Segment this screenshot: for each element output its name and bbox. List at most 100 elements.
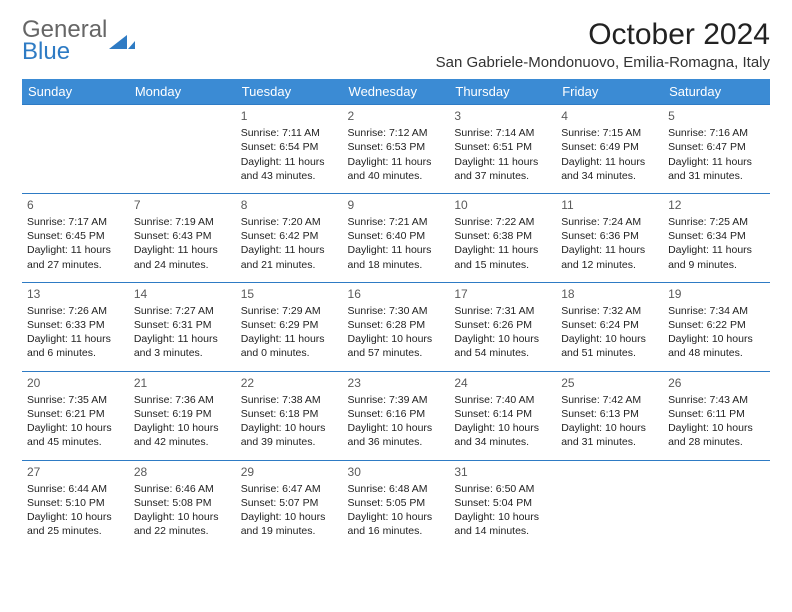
day-info: Sunrise: 7:39 AMSunset: 6:16 PMDaylight:…: [348, 393, 445, 450]
day-number: 2: [348, 108, 445, 124]
day-info: Sunrise: 7:26 AMSunset: 6:33 PMDaylight:…: [27, 304, 124, 361]
day-info: Sunrise: 7:24 AMSunset: 6:36 PMDaylight:…: [561, 215, 658, 272]
weekday-header-row: Sunday Monday Tuesday Wednesday Thursday…: [22, 79, 770, 105]
day-info: Sunrise: 7:12 AMSunset: 6:53 PMDaylight:…: [348, 126, 445, 183]
day-info: Sunrise: 6:44 AMSunset: 5:10 PMDaylight:…: [27, 482, 124, 539]
day-info: Sunrise: 7:31 AMSunset: 6:26 PMDaylight:…: [454, 304, 551, 361]
calendar-day-cell: 29Sunrise: 6:47 AMSunset: 5:07 PMDayligh…: [236, 460, 343, 548]
day-number: 7: [134, 197, 231, 213]
calendar-day-cell: 7 Sunrise: 7:19 AMSunset: 6:43 PMDaylight…: [129, 193, 236, 282]
day-number: 1: [241, 108, 338, 124]
day-number: 3: [454, 108, 551, 124]
calendar-day-cell: 21 Sunrise: 7:36 AMSunset: 6:19 PMDayligh…: [129, 371, 236, 460]
day-info: Sunrise: 7:38 AMSunset: 6:18 PMDaylight:…: [241, 393, 338, 450]
day-info: Sunrise: 7:43 AMSunset: 6:11 PMDaylight:…: [668, 393, 765, 450]
calendar-day-cell: 3 Sunrise: 7:14 AMSunset: 6:51 PMDaylight…: [449, 105, 556, 194]
day-number: 4: [561, 108, 658, 124]
calendar-day-cell: 26 Sunrise: 7:43 AMSunset: 6:11 PMDayligh…: [663, 371, 770, 460]
day-number: 28: [134, 464, 231, 480]
day-number: 16: [348, 286, 445, 302]
day-info: Sunrise: 7:15 AMSunset: 6:49 PMDaylight:…: [561, 126, 658, 183]
logo-flag-icon: [109, 29, 137, 58]
calendar-day-cell: [663, 460, 770, 548]
day-number: 23: [348, 375, 445, 391]
day-info: Sunrise: 7:14 AMSunset: 6:51 PMDaylight:…: [454, 126, 551, 183]
day-number: 14: [134, 286, 231, 302]
calendar-day-cell: 30 Sunrise: 6:48 AMSunset: 5:05 PMDayligh…: [343, 460, 450, 548]
calendar-day-cell: 25 Sunrise: 7:42 AMSunset: 6:13 PMDayligh…: [556, 371, 663, 460]
calendar-day-cell: 17Sunrise: 7:31 AMSunset: 6:26 PMDayligh…: [449, 282, 556, 371]
calendar-day-cell: 11Sunrise: 7:24 AMSunset: 6:36 PMDayligh…: [556, 193, 663, 282]
calendar-day-cell: 24Sunrise: 7:40 AMSunset: 6:14 PMDayligh…: [449, 371, 556, 460]
calendar-day-cell: 23 Sunrise: 7:39 AMSunset: 6:16 PMDayligh…: [343, 371, 450, 460]
day-info: Sunrise: 7:19 AMSunset: 6:43 PMDaylight:…: [134, 215, 231, 272]
calendar-day-cell: 19Sunrise: 7:34 AMSunset: 6:22 PMDayligh…: [663, 282, 770, 371]
weekday-header: Tuesday: [236, 79, 343, 105]
month-title: October 2024: [436, 18, 770, 52]
calendar-day-cell: 22 Sunrise: 7:38 AMSunset: 6:18 PMDayligh…: [236, 371, 343, 460]
day-number: 22: [241, 375, 338, 391]
day-info: Sunrise: 7:36 AMSunset: 6:19 PMDaylight:…: [134, 393, 231, 450]
day-info: Sunrise: 6:47 AMSunset: 5:07 PMDaylight:…: [241, 482, 338, 539]
weekday-header: Friday: [556, 79, 663, 105]
day-number: 27: [27, 464, 124, 480]
calendar-day-cell: 5Sunrise: 7:16 AMSunset: 6:47 PMDaylight…: [663, 105, 770, 194]
calendar-day-cell: [22, 105, 129, 194]
calendar-day-cell: 27 Sunrise: 6:44 AMSunset: 5:10 PMDayligh…: [22, 460, 129, 548]
calendar-table: Sunday Monday Tuesday Wednesday Thursday…: [22, 79, 770, 548]
day-number: 20: [27, 375, 124, 391]
weekday-header: Saturday: [663, 79, 770, 105]
day-number: 30: [348, 464, 445, 480]
calendar-day-cell: 16Sunrise: 7:30 AMSunset: 6:28 PMDayligh…: [343, 282, 450, 371]
day-info: Sunrise: 7:16 AMSunset: 6:47 PMDaylight:…: [668, 126, 765, 183]
calendar-week-row: 1 Sunrise: 7:11 AMSunset: 6:54 PMDaylight…: [22, 105, 770, 194]
calendar-day-cell: 20 Sunrise: 7:35 AMSunset: 6:21 PMDayligh…: [22, 371, 129, 460]
calendar-day-cell: 10 Sunrise: 7:22 AMSunset: 6:38 PMDayligh…: [449, 193, 556, 282]
day-number: 8: [241, 197, 338, 213]
day-info: Sunrise: 7:20 AMSunset: 6:42 PMDaylight:…: [241, 215, 338, 272]
day-number: 19: [668, 286, 765, 302]
day-number: 26: [668, 375, 765, 391]
calendar-day-cell: 1 Sunrise: 7:11 AMSunset: 6:54 PMDaylight…: [236, 105, 343, 194]
day-info: Sunrise: 7:27 AMSunset: 6:31 PMDaylight:…: [134, 304, 231, 361]
calendar-day-cell: 8 Sunrise: 7:20 AMSunset: 6:42 PMDaylight…: [236, 193, 343, 282]
day-number: 25: [561, 375, 658, 391]
calendar-day-cell: 12 Sunrise: 7:25 AMSunset: 6:34 PMDayligh…: [663, 193, 770, 282]
calendar-day-cell: 6 Sunrise: 7:17 AMSunset: 6:45 PMDaylight…: [22, 193, 129, 282]
calendar-day-cell: 9Sunrise: 7:21 AMSunset: 6:40 PMDaylight…: [343, 193, 450, 282]
calendar-day-cell: 28Sunrise: 6:46 AMSunset: 5:08 PMDayligh…: [129, 460, 236, 548]
weekday-header: Monday: [129, 79, 236, 105]
day-number: 21: [134, 375, 231, 391]
day-info: Sunrise: 7:29 AMSunset: 6:29 PMDaylight:…: [241, 304, 338, 361]
logo-text-blue: Blue: [22, 40, 107, 64]
calendar-week-row: 20 Sunrise: 7:35 AMSunset: 6:21 PMDayligh…: [22, 371, 770, 460]
calendar-day-cell: 31Sunrise: 6:50 AMSunset: 5:04 PMDayligh…: [449, 460, 556, 548]
day-info: Sunrise: 7:21 AMSunset: 6:40 PMDaylight:…: [348, 215, 445, 272]
calendar-day-cell: 15 Sunrise: 7:29 AMSunset: 6:29 PMDayligh…: [236, 282, 343, 371]
day-number: 6: [27, 197, 124, 213]
day-info: Sunrise: 7:22 AMSunset: 6:38 PMDaylight:…: [454, 215, 551, 272]
calendar-day-cell: 14 Sunrise: 7:27 AMSunset: 6:31 PMDayligh…: [129, 282, 236, 371]
day-info: Sunrise: 7:17 AMSunset: 6:45 PMDaylight:…: [27, 215, 124, 272]
calendar-day-cell: 13 Sunrise: 7:26 AMSunset: 6:33 PMDayligh…: [22, 282, 129, 371]
header: General Blue October 2024 San Gabriele-M…: [22, 18, 770, 71]
day-info: Sunrise: 6:50 AMSunset: 5:04 PMDaylight:…: [454, 482, 551, 539]
calendar-day-cell: 4 Sunrise: 7:15 AMSunset: 6:49 PMDaylight…: [556, 105, 663, 194]
weekday-header: Wednesday: [343, 79, 450, 105]
calendar-day-cell: [556, 460, 663, 548]
day-number: 13: [27, 286, 124, 302]
day-number: 24: [454, 375, 551, 391]
calendar-day-cell: [129, 105, 236, 194]
day-info: Sunrise: 7:32 AMSunset: 6:24 PMDaylight:…: [561, 304, 658, 361]
day-info: Sunrise: 7:35 AMSunset: 6:21 PMDaylight:…: [27, 393, 124, 450]
day-info: Sunrise: 7:25 AMSunset: 6:34 PMDaylight:…: [668, 215, 765, 272]
day-info: Sunrise: 7:42 AMSunset: 6:13 PMDaylight:…: [561, 393, 658, 450]
calendar-week-row: 6 Sunrise: 7:17 AMSunset: 6:45 PMDaylight…: [22, 193, 770, 282]
weekday-header: Thursday: [449, 79, 556, 105]
day-info: Sunrise: 6:48 AMSunset: 5:05 PMDaylight:…: [348, 482, 445, 539]
weekday-header: Sunday: [22, 79, 129, 105]
day-number: 12: [668, 197, 765, 213]
day-number: 10: [454, 197, 551, 213]
day-number: 15: [241, 286, 338, 302]
day-info: Sunrise: 7:11 AMSunset: 6:54 PMDaylight:…: [241, 126, 338, 183]
